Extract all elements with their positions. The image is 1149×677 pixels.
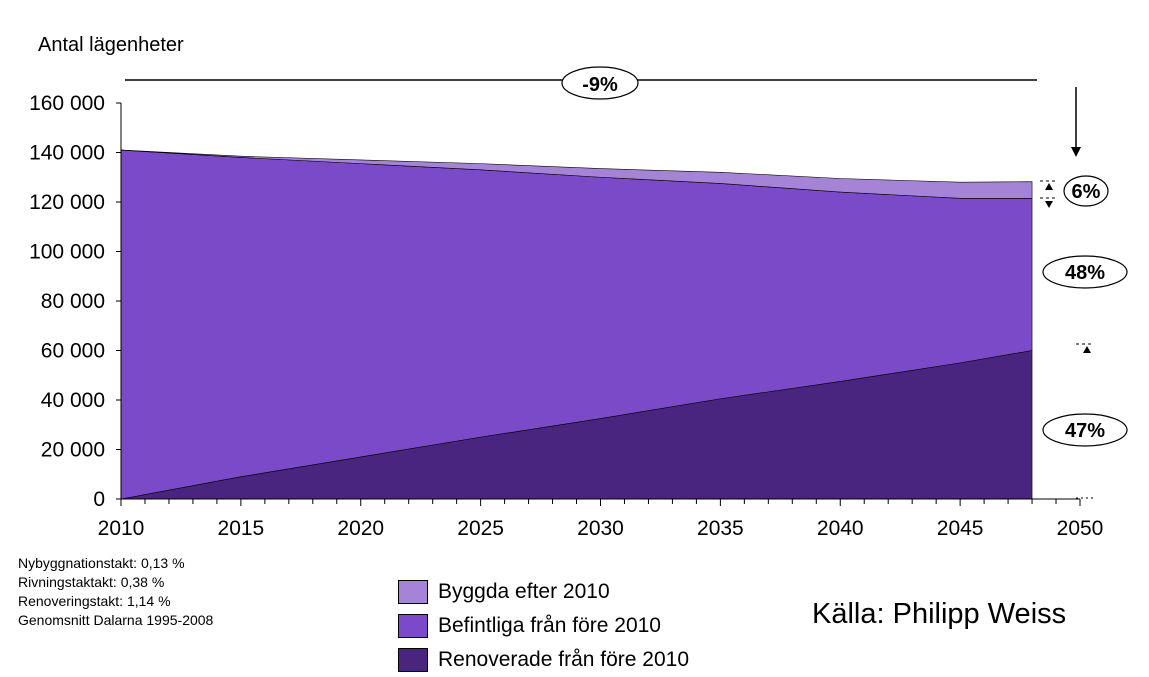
band-marker-arrow <box>1083 346 1091 353</box>
share-bubble-renovated-label: 47% <box>1065 420 1105 442</box>
x-tick-label: 2035 <box>697 517 744 540</box>
share-bubble-renovated <box>1042 413 1128 447</box>
share-bubble-built-after-label: 6% <box>1072 181 1101 203</box>
y-tick-label: 60 000 <box>41 340 105 363</box>
share-bubble-built-after <box>1063 175 1109 207</box>
legend-swatch <box>398 648 428 672</box>
notes-block: Nybyggnationstakt: 0,13 % Rivningstaktak… <box>18 554 213 630</box>
note-line: Genomsnitt Dalarna 1995-2008 <box>18 612 214 628</box>
y-tick-label: 0 <box>93 488 105 511</box>
share-bubble-existing <box>1042 255 1128 289</box>
note-line: Renoveringstakt: 1,14 % <box>18 593 171 609</box>
note-line: Rivningstaktakt: 0,38 % <box>18 574 165 590</box>
down-arrow-head <box>1071 147 1081 157</box>
area-series-2 <box>120 149 1033 199</box>
x-tick-label: 2030 <box>577 517 624 540</box>
x-tick-label: 2010 <box>98 517 145 540</box>
y-tick-label: 40 000 <box>41 389 105 412</box>
y-tick-label: 160 000 <box>29 92 105 115</box>
legend-swatch <box>398 614 428 638</box>
legend-label: Befintliga från före 2010 <box>438 614 661 637</box>
change-callout-bubble <box>561 66 639 100</box>
x-tick-label: 2045 <box>937 517 984 540</box>
legend-label: Renoverade från före 2010 <box>438 648 690 671</box>
y-tick-label: 120 000 <box>29 191 105 214</box>
x-tick-label: 2020 <box>337 517 384 540</box>
x-tick-label: 2040 <box>817 517 864 540</box>
legend-label: Byggda efter 2010 <box>438 580 610 603</box>
note-line: Nybyggnationstakt: 0,13 % <box>18 555 185 571</box>
legend-item: Byggda efter 2010 <box>398 575 689 609</box>
x-tick-label: 2050 <box>1057 517 1104 540</box>
y-tick-label: 80 000 <box>41 290 105 313</box>
y-tick-label: 140 000 <box>29 142 105 165</box>
legend: Byggda efter 2010 Befintliga från före 2… <box>398 575 689 677</box>
band-marker-arrow <box>1045 201 1053 208</box>
source-credit: Källa: Philipp Weiss <box>812 598 1067 630</box>
legend-item: Renoverade från före 2010 <box>398 643 689 677</box>
x-tick-label: 2025 <box>457 517 504 540</box>
band-marker-arrow <box>1045 183 1053 190</box>
y-tick-label: 100 000 <box>29 241 105 264</box>
y-tick-label: 20 000 <box>41 439 105 462</box>
y-axis-label: Antal lägenheter <box>38 34 184 56</box>
legend-swatch <box>398 580 428 604</box>
share-bubble-existing-label: 48% <box>1065 262 1105 284</box>
legend-item: Befintliga från före 2010 <box>398 609 689 643</box>
x-tick-label: 2015 <box>218 517 265 540</box>
change-callout-label: -9% <box>582 74 618 96</box>
